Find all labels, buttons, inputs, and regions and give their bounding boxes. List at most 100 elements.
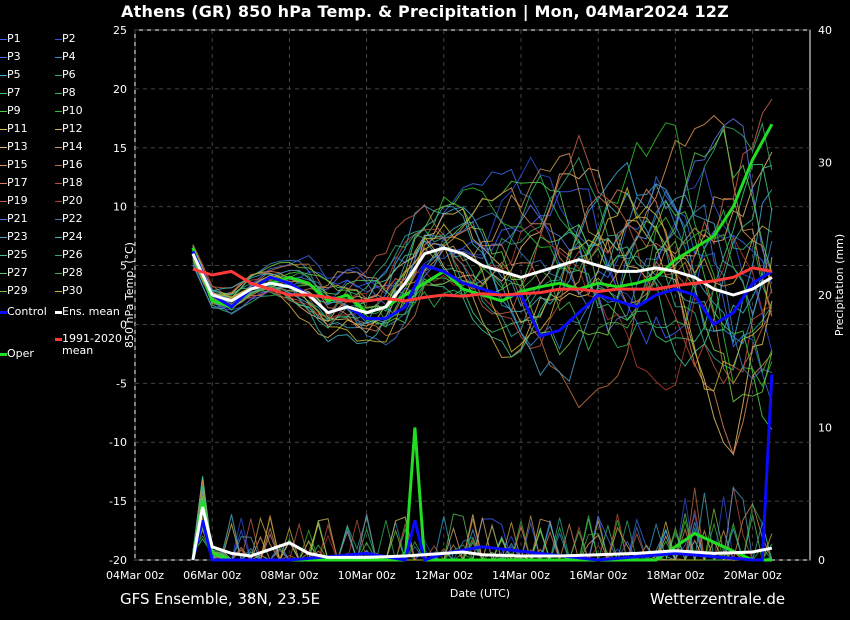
legend-swatch [55, 147, 62, 148]
y-tick-label: -20 [109, 554, 127, 567]
legend-label: P2 [62, 32, 76, 45]
x-tick-label: 10Mar 00z [338, 569, 396, 582]
footer-model-info: GFS Ensemble, 38N, 23.5E [120, 590, 321, 608]
y2-axis-label: Precipitation (mm) [833, 234, 846, 336]
legend-label: P29 [7, 284, 28, 297]
legend-swatch [0, 353, 7, 356]
legend-label: P5 [7, 68, 21, 81]
x-tick-label: 16Mar 00z [569, 569, 627, 582]
legend-label: P11 [7, 122, 28, 135]
legend-swatch [0, 111, 7, 112]
legend-swatch [55, 75, 62, 76]
legend-label: P24 [62, 230, 83, 243]
member-temp-line [192, 174, 773, 349]
precip-line-control [191, 374, 774, 562]
legend-label: P12 [62, 122, 83, 135]
member-temp-line [192, 161, 773, 345]
legend-label: P17 [7, 176, 28, 189]
legend-label: P22 [62, 212, 83, 225]
legend-swatch [55, 129, 62, 130]
legend-label: P14 [62, 140, 83, 153]
y2-tick-label: 40 [818, 24, 832, 37]
legend-label: P25 [7, 248, 28, 261]
y-tick-label: 0 [120, 318, 127, 331]
y-tick-label: 10 [113, 201, 127, 214]
legend-swatch [0, 219, 7, 220]
legend-swatch [0, 237, 7, 238]
legend-swatch [55, 201, 62, 202]
y-tick-label: 25 [113, 24, 127, 37]
legend-swatch [55, 219, 62, 220]
y2-tick-label: 10 [818, 422, 832, 435]
legend-swatch [0, 183, 7, 184]
legend-label: P8 [62, 86, 76, 99]
legend-label: P6 [62, 68, 76, 81]
temp-line-1991-2020-mean [192, 266, 773, 303]
x-tick-label: 08Mar 00z [260, 569, 318, 582]
y-tick-label: -10 [109, 436, 127, 449]
member-temp-line [192, 180, 773, 430]
temp-line-ens-mean [191, 246, 773, 315]
legend-label: P21 [7, 212, 28, 225]
y-tick-label: 15 [113, 142, 127, 155]
legend-swatch [0, 39, 7, 40]
member-temp-line [192, 164, 773, 367]
legend-swatch [55, 165, 62, 166]
legend-swatch [0, 147, 7, 148]
legend-swatch [0, 291, 7, 292]
legend-label: P10 [62, 104, 83, 117]
legend-label: P18 [62, 176, 83, 189]
x-tick-label: 12Mar 00z [415, 569, 473, 582]
legend-swatch [0, 201, 7, 202]
legend-swatch [55, 291, 62, 292]
legend-swatch [0, 57, 7, 58]
member-temp-line [192, 202, 773, 403]
y-tick-label: -5 [116, 377, 127, 390]
legend-swatch [55, 183, 62, 184]
x-tick-label: 04Mar 00z [106, 569, 164, 582]
footer-site-credit: Wetterzentrale.de [650, 590, 786, 608]
legend-swatch [55, 255, 62, 256]
legend-swatch [55, 93, 62, 94]
member-temp-line [192, 182, 773, 383]
legend-label: P23 [7, 230, 28, 243]
legend-label: P3 [7, 50, 21, 63]
chart-title: Athens (GR) 850 hPa Temp. & Precipitatio… [121, 2, 729, 21]
x-tick-label: 14Mar 00z [492, 569, 550, 582]
member-temp-line [192, 189, 773, 380]
x-axis-label: Date (UTC) [450, 587, 510, 600]
legend-swatch [0, 75, 7, 76]
precip-line-oper [191, 427, 772, 562]
legend-label: P30 [62, 284, 83, 297]
legend-swatch [0, 311, 7, 314]
legend-label: 1991-2020 mean [62, 332, 122, 357]
member-temp-line [192, 152, 773, 308]
legend-swatch [0, 129, 7, 130]
legend-label: P19 [7, 194, 28, 207]
y2-tick-label: 0 [818, 554, 825, 567]
legend-swatch [55, 111, 62, 112]
temp-line-control [191, 250, 773, 338]
legend-swatch [0, 273, 7, 274]
legend-swatch [55, 273, 62, 274]
legend-label: P4 [62, 50, 76, 63]
x-tick-label: 06Mar 00z [183, 569, 241, 582]
legend-label: P1 [7, 32, 21, 45]
legend-label: P16 [62, 158, 83, 171]
legend-swatch [55, 338, 62, 341]
legend-label: P27 [7, 266, 28, 279]
legend-swatch [55, 39, 62, 40]
legend-label: P15 [7, 158, 28, 171]
legend-swatch [0, 93, 7, 94]
precip-line-ens-mean [191, 506, 773, 561]
x-tick-label: 20Mar 00z [724, 569, 782, 582]
legend-label: P28 [62, 266, 83, 279]
y2-tick-label: 30 [818, 157, 832, 170]
legend-label: Ens. mean [62, 305, 120, 318]
legend-swatch [55, 311, 62, 314]
y-tick-label: 5 [120, 260, 127, 273]
legend-swatch [55, 57, 62, 58]
legend-label: Control [7, 305, 47, 318]
legend-label: Oper [7, 347, 34, 360]
